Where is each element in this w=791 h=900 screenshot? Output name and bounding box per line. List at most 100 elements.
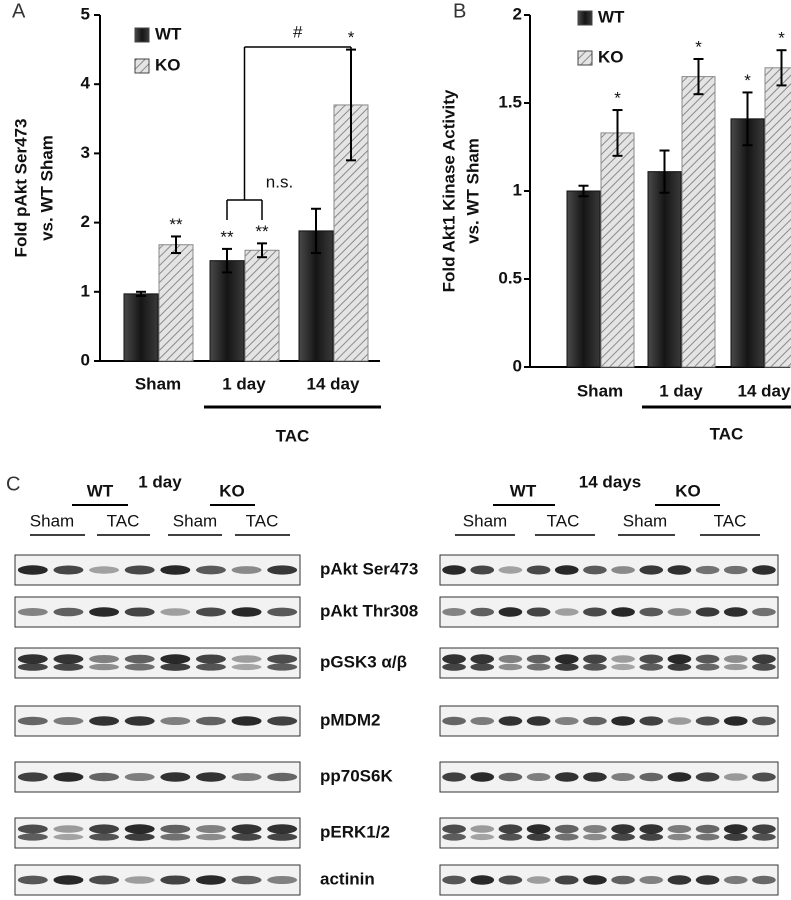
blot-band: [526, 772, 551, 782]
significance-label: **: [220, 227, 234, 246]
blot-band: [498, 655, 523, 663]
blot-band: [17, 833, 48, 841]
blot-band: [554, 824, 579, 834]
blot-band: [752, 716, 776, 726]
blot-band: [160, 608, 191, 616]
condition-label: Sham: [623, 511, 667, 530]
error-bar: [222, 247, 232, 274]
blot-band: [470, 607, 495, 617]
blot-row-label: pGSK3 α/β: [320, 652, 407, 671]
panel-label: C: [6, 473, 20, 495]
blot-frame: [439, 817, 779, 849]
blot-band: [53, 875, 84, 885]
group-label: WT: [87, 481, 114, 500]
blot-band: [231, 833, 262, 841]
y-tick-label: 3: [81, 143, 90, 162]
blot-band: [639, 772, 664, 782]
x-tick-label: 1 day: [222, 374, 266, 393]
blot-band: [17, 824, 48, 834]
blot-band: [89, 655, 120, 663]
y-tick-label: 1: [81, 281, 90, 300]
blot-band: [695, 663, 720, 671]
blot-band: [554, 772, 579, 782]
blot-band: [583, 833, 607, 841]
blot-band: [723, 875, 748, 885]
blot-band: [667, 875, 692, 885]
blot-frame: [14, 647, 301, 679]
blot-band: [498, 824, 523, 834]
blot-band: [639, 607, 664, 617]
blot-band: [160, 875, 191, 885]
significance-label: *: [348, 28, 355, 47]
blot-band: [470, 716, 495, 726]
blot-band: [195, 607, 226, 617]
blot-band: [231, 824, 262, 834]
blot-frame: [439, 554, 779, 586]
comparison-label: #: [293, 22, 303, 41]
significance-label: **: [255, 222, 269, 241]
blot-band: [695, 607, 720, 617]
condition-label: TAC: [547, 511, 580, 530]
y-axis-label: Fold pAkt Ser473: [11, 119, 30, 258]
blot-band: [89, 716, 120, 726]
x-tick-label: Sham: [577, 381, 623, 400]
blot-band: [667, 654, 692, 664]
condition-label: TAC: [714, 511, 747, 530]
blot-band: [17, 565, 48, 575]
blot-band: [752, 565, 776, 575]
group-label: KO: [675, 481, 701, 500]
blot-band: [695, 654, 720, 664]
legend-swatch: [134, 27, 150, 43]
blot-band: [752, 875, 776, 885]
blot-band: [89, 663, 120, 671]
blot-band: [498, 875, 523, 885]
blot-band: [695, 833, 720, 841]
blot-band: [752, 654, 776, 664]
blot-row-label: pAkt Thr308: [320, 601, 418, 620]
blot-band: [611, 566, 635, 574]
blot-band: [695, 565, 720, 575]
blot-band: [53, 716, 84, 726]
y-axis-label: Fold Akt1 Kinase Activity: [439, 89, 458, 292]
legend-label: KO: [155, 55, 181, 74]
blot-band: [723, 655, 748, 663]
blot-band: [639, 565, 664, 575]
panel-label: B: [453, 0, 466, 22]
x-tick-label: 14 day: [307, 374, 360, 393]
blot-band: [752, 607, 776, 617]
blot-band: [442, 716, 466, 726]
blot-band: [639, 654, 664, 664]
blot-band: [723, 565, 748, 575]
bar: [730, 118, 765, 368]
blot-band: [124, 772, 155, 782]
blot-band: [611, 607, 635, 617]
blot-band: [611, 655, 635, 663]
legend-swatch: [577, 50, 593, 66]
blot-band: [695, 824, 720, 834]
blot-band: [160, 772, 191, 782]
blot-band: [442, 663, 466, 671]
y-tick-label: 4: [81, 74, 91, 93]
y-tick-label: 1.5: [498, 92, 522, 111]
blot-band: [160, 565, 191, 575]
blot-frame: [439, 864, 779, 896]
group-label: KO: [219, 481, 245, 500]
group-label: TAC: [276, 426, 310, 445]
blot-band: [526, 876, 551, 884]
y-tick-label: 0: [81, 350, 90, 369]
blot-band: [17, 875, 48, 885]
blot-band: [470, 833, 495, 841]
time-label: 1 day: [138, 472, 182, 491]
error-bar: [257, 242, 267, 259]
blot-band: [195, 833, 226, 841]
blot-band: [53, 772, 84, 782]
bar: [209, 260, 245, 362]
blot-band: [526, 663, 551, 671]
blot-band: [583, 716, 607, 726]
blot-band: [442, 824, 466, 834]
blot-band: [498, 607, 523, 617]
blot-band: [583, 663, 607, 671]
significance-label: *: [744, 71, 751, 90]
blot-panel: C WT KO 1 day Sham TAC Sham TAC WT KO 14 days Sham T…: [6, 472, 779, 896]
blot-band: [124, 716, 155, 726]
